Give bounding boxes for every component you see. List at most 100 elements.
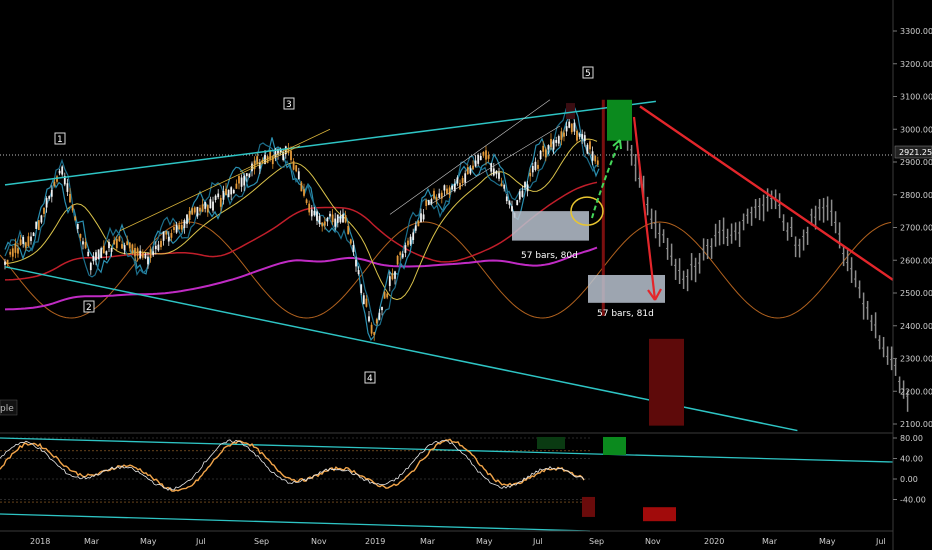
- candle-body: [238, 176, 240, 184]
- candle-body: [292, 161, 295, 170]
- current-price-label: 2921.25: [899, 148, 932, 157]
- candle-body: [576, 130, 578, 141]
- candle-body: [308, 203, 311, 213]
- candle-body: [219, 197, 222, 207]
- candle-body: [9, 251, 12, 255]
- candle-body: [347, 225, 350, 235]
- candle-body: [583, 135, 586, 142]
- time-tick-label: Jul: [875, 537, 886, 546]
- candle-body: [451, 185, 454, 190]
- price-tick-label: 3100.00: [900, 93, 932, 102]
- candle-body: [433, 190, 435, 199]
- channel-line-yellow: [119, 145, 301, 232]
- candle-body: [92, 256, 95, 262]
- current-price-tag: 2921.25: [894, 145, 932, 159]
- candle-body: [167, 236, 170, 242]
- candle-body: [214, 195, 217, 200]
- candle-body: [232, 190, 235, 194]
- candle-body: [227, 189, 230, 198]
- candle-body: [191, 208, 194, 215]
- target-zone-red: [649, 338, 684, 426]
- candle-body: [141, 252, 144, 258]
- candle-body: [290, 150, 292, 161]
- oscillator-pane[interactable]: [0, 436, 894, 532]
- price-axis[interactable]: 3300.00 3200.00 3100.00 3000.00 2900.00 2800.…: [893, 27, 932, 429]
- candle-body: [87, 251, 90, 257]
- candle-body: [53, 181, 56, 186]
- time-tick-label: May: [819, 537, 836, 546]
- candle-body: [157, 244, 160, 251]
- time-tick-label: 2019: [365, 537, 385, 546]
- candle-body: [547, 145, 550, 150]
- candle-body: [4, 261, 6, 265]
- highlight-ellipse: [570, 196, 604, 226]
- candle-body: [212, 201, 214, 211]
- candle-body: [464, 173, 467, 183]
- candle-body: [391, 273, 394, 280]
- candle-body: [542, 145, 545, 152]
- candle-body: [170, 233, 173, 238]
- candle-body: [37, 220, 40, 230]
- price-tick-label: 2700.00: [900, 224, 932, 233]
- candle-body: [521, 190, 524, 197]
- candle-body: [134, 247, 136, 257]
- candle-body: [97, 249, 100, 260]
- candle-body: [144, 253, 147, 259]
- time-tick-label: Nov: [311, 537, 327, 546]
- time-tick-label: Mar: [84, 537, 100, 546]
- candle-body: [485, 150, 487, 160]
- candle-body: [303, 189, 305, 196]
- candle-body: [365, 298, 368, 307]
- candle-body: [524, 182, 526, 188]
- bullish-arrowhead: [612, 139, 622, 150]
- candle-body: [355, 259, 357, 267]
- candle-body: [287, 147, 290, 154]
- candle-body: [469, 168, 472, 174]
- wave-label-5: 5: [582, 66, 594, 79]
- candle-body: [152, 251, 155, 256]
- candle-body: [50, 189, 53, 197]
- candle-body: [511, 206, 513, 212]
- candle-body: [474, 160, 477, 167]
- candle-body: [35, 221, 38, 229]
- candle-body: [84, 242, 87, 249]
- candle-body: [178, 224, 181, 230]
- candle-body: [446, 188, 448, 194]
- candle-body: [100, 248, 103, 258]
- candle-body: [136, 248, 139, 257]
- candle-body: [388, 276, 391, 286]
- measured-move-label-2: 57 bars, 81d: [597, 309, 654, 319]
- candle-body: [443, 185, 446, 191]
- candle-body: [539, 150, 542, 160]
- candle-body: [222, 191, 225, 200]
- candle-body: [334, 218, 337, 227]
- main-price-pane[interactable]: [0, 99, 909, 432]
- candle-body: [201, 204, 204, 212]
- candle-body: [149, 249, 152, 259]
- price-tick-label: 2600.00: [900, 256, 932, 265]
- candle-body: [555, 140, 558, 143]
- candle-body: [279, 148, 282, 153]
- candle-body: [102, 245, 105, 254]
- moving-average-yellow: [4, 138, 598, 301]
- channel-line-grey: [389, 99, 551, 215]
- cycle-wave: [0, 221, 892, 319]
- candle-body: [586, 144, 589, 154]
- candle-body: [487, 155, 490, 159]
- candle-body: [401, 253, 404, 258]
- channel-line-yellow: [239, 128, 331, 173]
- candle-body: [245, 173, 248, 177]
- time-axis[interactable]: 2018 Mar May Jul Sep Nov 2019 Mar May Jul Sep Nov 20…: [30, 537, 886, 546]
- candle-body: [479, 156, 482, 161]
- candle-body: [209, 199, 212, 209]
- candle-body: [589, 141, 591, 150]
- candle-body: [591, 151, 594, 161]
- indicator-cut-text: ple: [0, 404, 14, 414]
- candle-body: [110, 248, 113, 252]
- oscillator-axis[interactable]: 80.00 40.00 0.00 -40.00: [893, 434, 926, 505]
- candle-body: [82, 241, 84, 245]
- candle-body: [386, 293, 389, 298]
- candle-body: [147, 256, 149, 265]
- candle-body: [344, 215, 347, 223]
